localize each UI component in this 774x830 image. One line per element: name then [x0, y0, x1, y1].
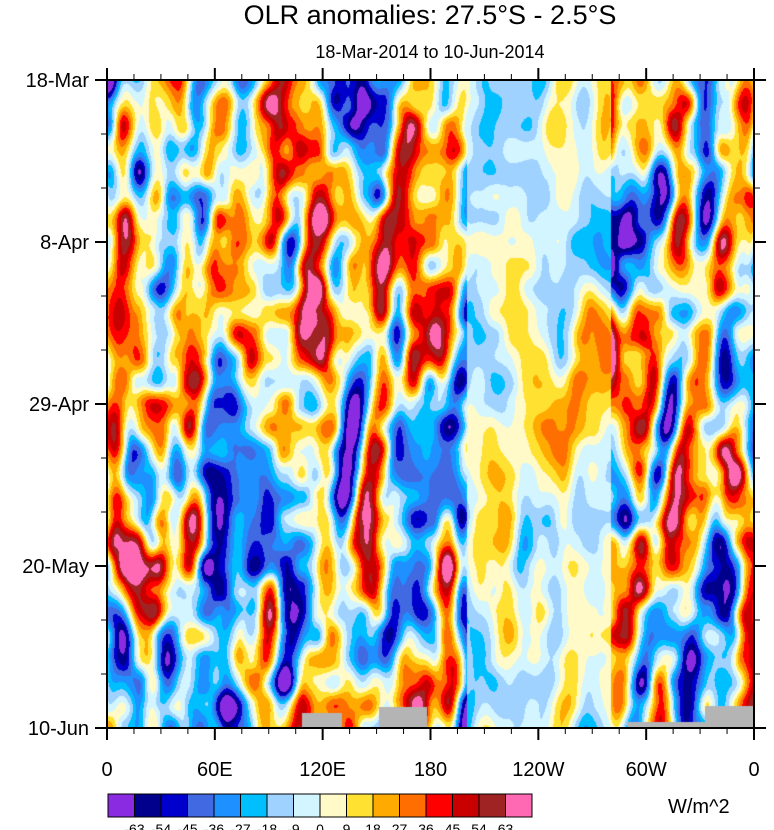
colorbar-swatch [346, 793, 374, 818]
chart-subtitle: 18-Mar-2014 to 10-Jun-2014 [315, 42, 545, 62]
colorbar-label: 0 [316, 821, 324, 830]
y-tick-label: 20-May [22, 556, 89, 578]
colorbar-label: -9 [287, 821, 300, 830]
y-tick-label: 10-Jun [28, 718, 89, 740]
colorbar-swatch [187, 793, 215, 818]
colorbar-swatch [319, 793, 347, 818]
x-tick-label: 120E [299, 759, 346, 781]
colorbar-label: -27 [230, 821, 250, 830]
colorbar-label: 54 [471, 821, 487, 830]
plot-frame [106, 79, 755, 729]
colorbar-swatch [293, 793, 321, 818]
colorbar-swatch [478, 793, 506, 818]
colorbar-swatch [452, 793, 480, 818]
colorbar-label: -54 [151, 821, 171, 830]
colorbar-label: -45 [177, 821, 197, 830]
x-tick-label: 120W [512, 759, 564, 781]
chart-title: OLR anomalies: 27.5°S - 2.5°S [243, 0, 617, 30]
x-tick-label: 60E [197, 759, 233, 781]
x-tick-label: 0 [748, 759, 759, 781]
colorbar-label: 63 [498, 821, 514, 830]
colorbar-swatch [213, 793, 241, 818]
colorbar-label: 27 [392, 821, 408, 830]
y-tick-label: 8-Apr [40, 232, 89, 254]
colorbar-label: -18 [257, 821, 277, 830]
x-tick-label: 0 [101, 759, 112, 781]
colorbar-swatch [266, 793, 294, 818]
colorbar-swatch [107, 793, 135, 818]
colorbar-label: 9 [343, 821, 351, 830]
colorbar-units: W/m^2 [668, 796, 730, 818]
colorbar-swatch [134, 793, 162, 818]
olr-anomaly-field [107, 80, 754, 728]
colorbar-swatch [505, 793, 533, 818]
colorbar-swatch [372, 793, 400, 818]
colorbar-label: 45 [445, 821, 461, 830]
colorbar-label: 18 [365, 821, 381, 830]
colorbar-swatch [399, 793, 427, 818]
colorbar-label: -63 [124, 821, 144, 830]
colorbar-swatch [240, 793, 268, 818]
colorbar-swatch [160, 793, 188, 818]
colorbar-label: -36 [204, 821, 224, 830]
x-tick-label: 60W [626, 759, 667, 781]
colorbar-swatch [425, 793, 453, 818]
x-tick-label: 180 [414, 759, 447, 781]
y-tick-label: 29-Apr [29, 394, 89, 416]
colorbar-label: 36 [418, 821, 434, 830]
y-tick-label: 18-Mar [26, 70, 90, 92]
